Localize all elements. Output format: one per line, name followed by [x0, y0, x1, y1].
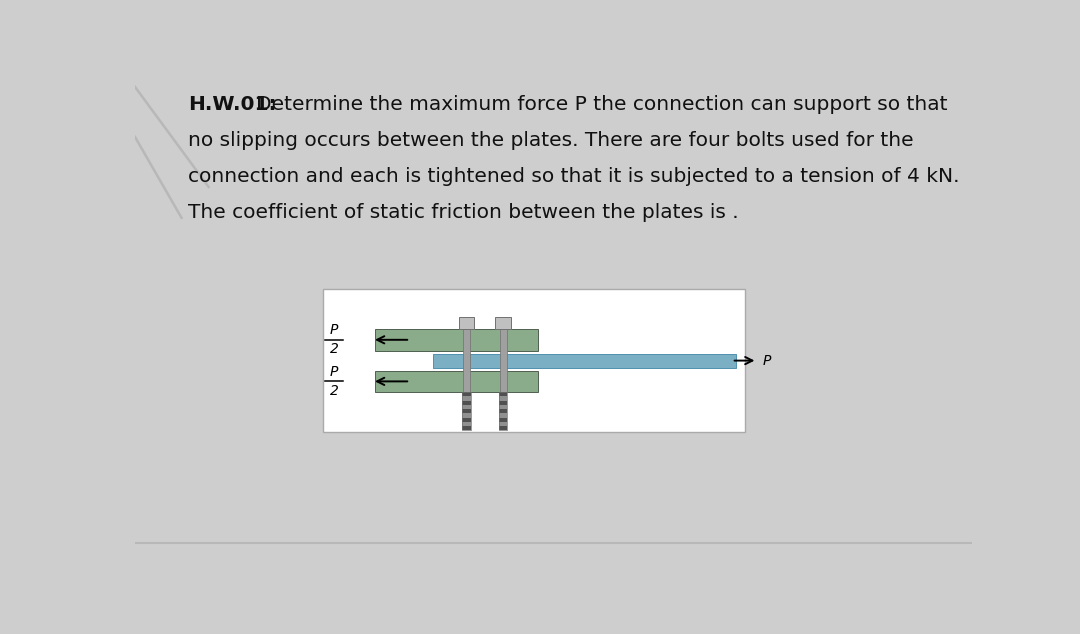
Bar — [499, 413, 508, 418]
Bar — [462, 422, 471, 426]
Bar — [500, 329, 507, 392]
Text: P: P — [330, 323, 338, 337]
Bar — [462, 426, 471, 430]
Text: The coefficient of static friction between the plates is .: The coefficient of static friction betwe… — [188, 203, 739, 222]
Bar — [375, 371, 538, 392]
Bar — [463, 329, 470, 392]
Text: no slipping occurs between the plates. There are four bolts used for the: no slipping occurs between the plates. T… — [188, 131, 914, 150]
Bar — [462, 405, 471, 409]
Text: connection and each is tightened so that it is subjected to a tension of 4 kN.: connection and each is tightened so that… — [188, 167, 959, 186]
Bar — [499, 401, 508, 405]
Bar — [499, 405, 508, 409]
Bar — [499, 422, 508, 426]
Bar — [499, 409, 508, 413]
Bar — [433, 354, 735, 368]
Text: 2: 2 — [329, 342, 339, 356]
Bar — [323, 289, 745, 432]
Bar — [499, 426, 508, 430]
Text: P: P — [762, 354, 771, 368]
Bar — [459, 317, 474, 329]
Bar — [462, 401, 471, 405]
Bar — [462, 413, 471, 418]
Bar — [499, 396, 508, 401]
Bar — [462, 418, 471, 422]
Text: 2: 2 — [329, 384, 339, 398]
Bar — [499, 418, 508, 422]
Bar — [462, 392, 471, 430]
Bar — [496, 317, 511, 329]
Bar — [499, 392, 508, 396]
Text: P: P — [330, 365, 338, 379]
Bar — [462, 409, 471, 413]
Bar — [462, 392, 471, 396]
Bar — [499, 392, 508, 430]
Text: H.W.01:: H.W.01: — [188, 94, 276, 113]
Bar — [375, 329, 538, 351]
Bar — [462, 396, 471, 401]
Text: Determine the maximum force P the connection can support so that: Determine the maximum force P the connec… — [256, 94, 947, 113]
